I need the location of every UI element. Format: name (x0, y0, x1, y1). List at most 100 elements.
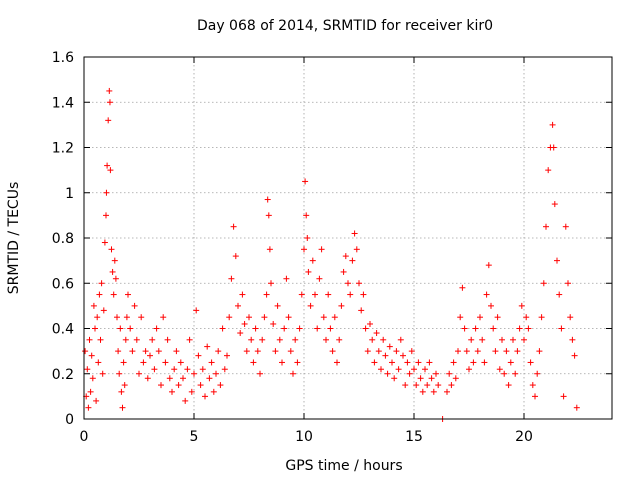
data-point (329, 348, 336, 355)
data-point (243, 348, 250, 355)
data-point (108, 246, 115, 253)
x-tick-label: 5 (190, 429, 199, 445)
data-point (422, 366, 428, 373)
data-point (129, 348, 136, 355)
data-point (428, 375, 435, 382)
data-point (320, 314, 327, 321)
data-point (264, 196, 271, 203)
data-point (173, 348, 180, 355)
data-point (107, 167, 114, 174)
data-point (312, 291, 318, 298)
data-point (117, 325, 124, 332)
data-point (302, 178, 309, 185)
data-point (540, 280, 547, 287)
data-point (119, 404, 126, 411)
data-point (147, 352, 153, 359)
data-point (358, 307, 365, 314)
data-point (153, 325, 160, 332)
data-point (197, 382, 204, 389)
data-point (100, 307, 107, 314)
data-point (360, 291, 367, 298)
data-point (281, 325, 288, 332)
grid-lines (84, 57, 612, 419)
data-point (463, 348, 470, 355)
data-point (516, 325, 523, 332)
data-point (265, 212, 272, 219)
data-point (503, 348, 510, 355)
data-point (549, 121, 556, 128)
data-point (112, 275, 119, 282)
data-point (307, 302, 314, 309)
data-point (505, 382, 512, 389)
data-point (155, 348, 162, 355)
data-point (389, 359, 395, 366)
data-point (466, 366, 472, 373)
data-point (345, 280, 351, 287)
data-point (171, 366, 178, 373)
x-tick-label: 15 (405, 429, 423, 445)
data-point (430, 388, 437, 395)
data-point (254, 348, 261, 355)
data-point (235, 302, 241, 309)
data-point (123, 314, 130, 321)
data-point (510, 336, 516, 343)
data-point (202, 393, 208, 400)
data-point (485, 262, 492, 269)
data-point (305, 268, 312, 275)
data-point (122, 336, 129, 343)
x-axis-title: GPS time / hours (285, 458, 402, 474)
data-point (529, 382, 536, 389)
data-point (349, 257, 356, 264)
data-point (97, 336, 104, 343)
data-point (534, 370, 541, 377)
data-point (536, 348, 543, 355)
data-point (103, 189, 110, 196)
data-point (417, 375, 424, 382)
data-point (84, 366, 91, 373)
data-point (239, 291, 246, 298)
data-point (219, 325, 226, 332)
y-tick-label: 0.4 (52, 322, 74, 338)
data-point (199, 366, 206, 373)
data-point (151, 366, 158, 373)
data-point (571, 352, 578, 359)
data-point (369, 336, 376, 343)
data-point (318, 246, 325, 253)
data-point (556, 291, 563, 298)
data-point (301, 246, 307, 253)
data-point (276, 336, 283, 343)
data-point (304, 235, 311, 241)
data-point (569, 336, 576, 343)
data-point (99, 370, 106, 377)
data-point (241, 320, 248, 327)
data-point (88, 352, 95, 359)
y-tick-label: 1 (65, 186, 74, 202)
data-point (158, 382, 164, 389)
data-points (82, 87, 580, 422)
x-tick-label: 20 (515, 429, 533, 445)
data-point (408, 348, 415, 355)
data-point (85, 404, 92, 411)
data-point (402, 382, 409, 389)
data-point (481, 359, 488, 366)
data-point (472, 325, 479, 332)
data-point (274, 302, 281, 309)
data-point (270, 320, 277, 327)
data-point (525, 325, 532, 332)
data-point (208, 359, 215, 366)
data-point (483, 291, 490, 298)
data-point (221, 366, 228, 373)
data-point (93, 397, 100, 404)
data-point (550, 144, 557, 151)
data-point (109, 268, 116, 275)
data-point (296, 325, 303, 332)
data-point (461, 325, 468, 332)
data-point (395, 366, 402, 373)
x-tick-label: 0 (80, 429, 89, 445)
y-tick-label: 0.8 (52, 231, 74, 247)
data-point (110, 291, 117, 298)
data-point (448, 382, 455, 389)
data-point (474, 348, 481, 355)
data-point (224, 352, 230, 359)
data-point (419, 388, 426, 395)
